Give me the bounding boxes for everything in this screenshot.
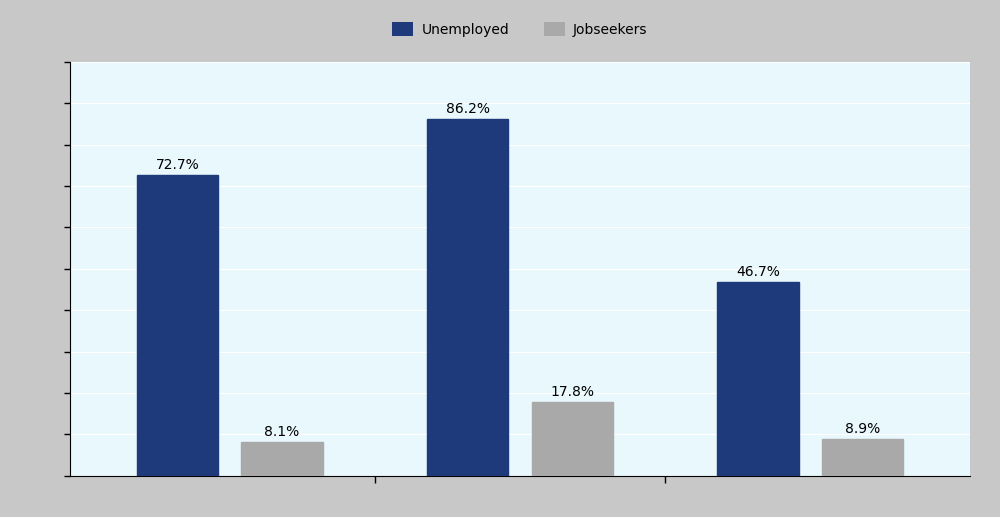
- Text: 46.7%: 46.7%: [736, 265, 780, 279]
- Bar: [241, 442, 323, 476]
- Text: 17.8%: 17.8%: [550, 385, 594, 399]
- Bar: [532, 402, 613, 476]
- Text: 8.1%: 8.1%: [264, 425, 300, 439]
- Text: 8.9%: 8.9%: [845, 421, 880, 435]
- Legend: Unemployed, Jobseekers: Unemployed, Jobseekers: [385, 15, 655, 44]
- Bar: [427, 119, 508, 476]
- Bar: [137, 175, 218, 476]
- Text: 72.7%: 72.7%: [156, 158, 199, 172]
- Bar: [822, 439, 903, 476]
- Text: 86.2%: 86.2%: [446, 102, 490, 116]
- Bar: [717, 282, 799, 476]
